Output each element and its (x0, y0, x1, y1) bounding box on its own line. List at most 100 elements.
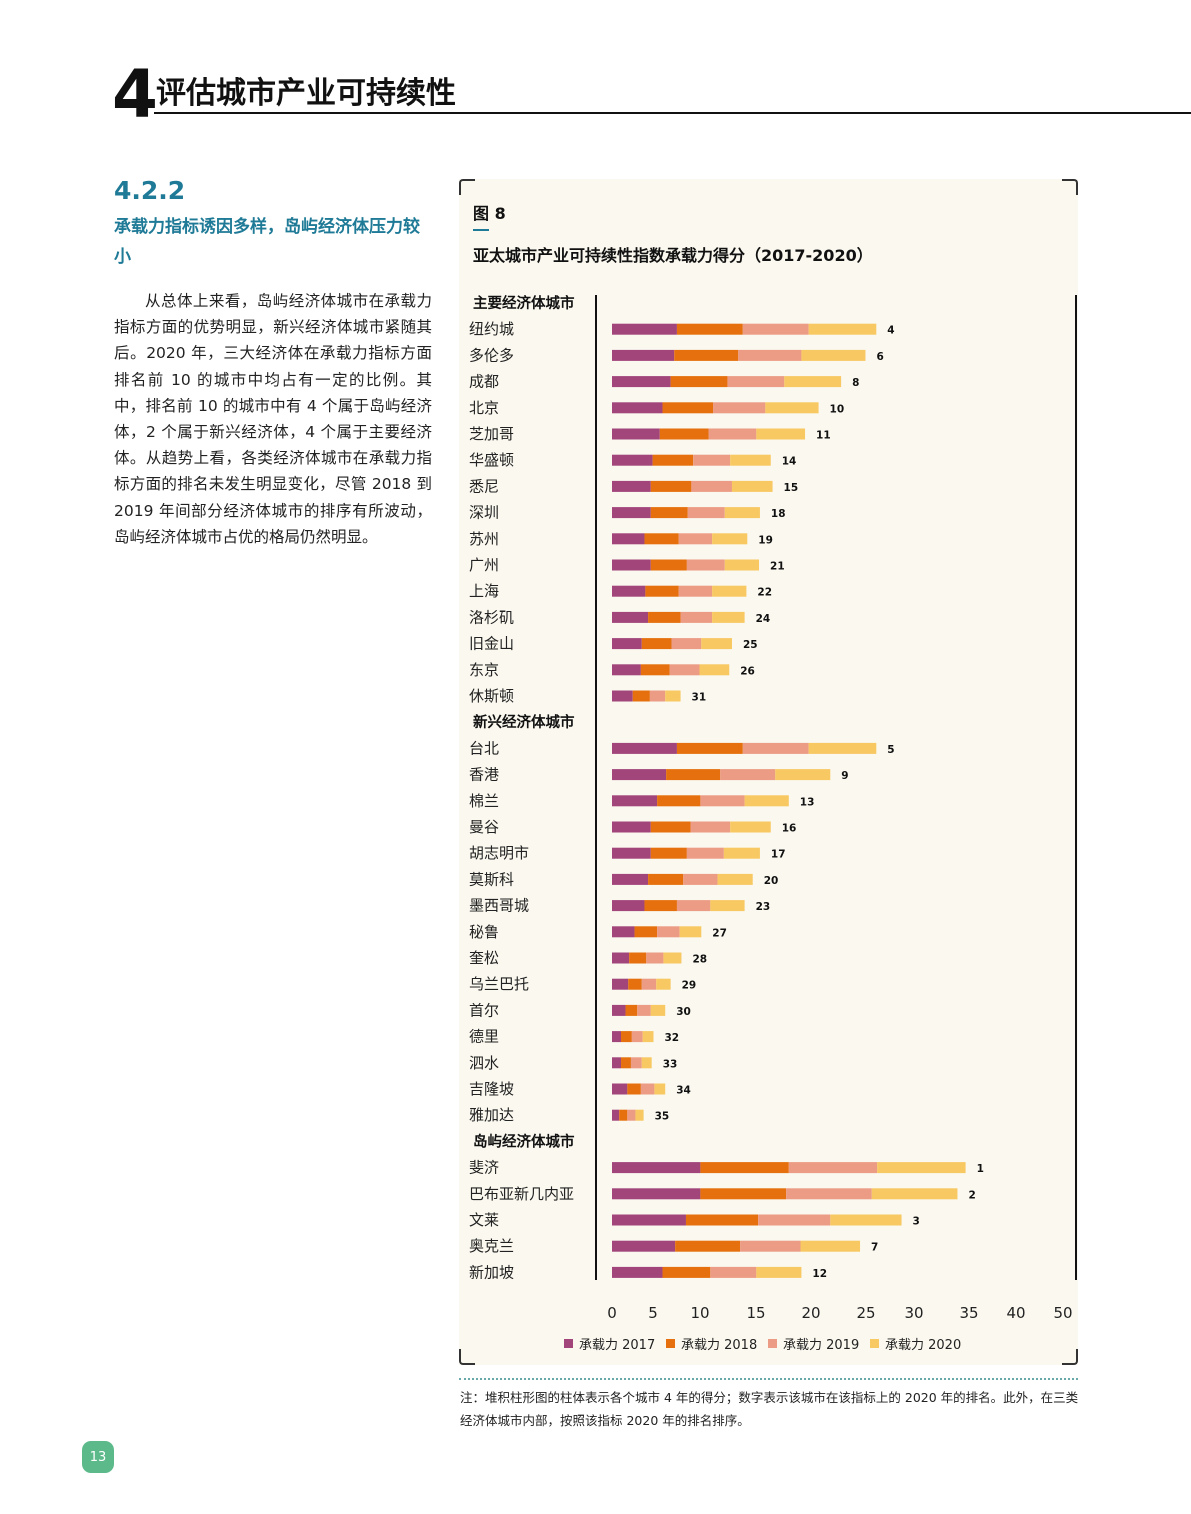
rank-label: 14 (782, 456, 797, 468)
bar-segment-2020 (635, 1109, 644, 1121)
bar-segment-2018 (627, 1083, 641, 1095)
bar-segment-2019 (786, 1188, 872, 1200)
bar-segment-2018 (644, 533, 679, 545)
bar-segment-2018 (621, 1031, 632, 1043)
bar-segment-2018 (662, 1266, 711, 1278)
bar-segment-2018 (619, 1109, 628, 1121)
x-tick-label: 30 (904, 1304, 923, 1322)
bar-segment-2020 (756, 428, 806, 440)
figure-label: 图 8 (473, 204, 506, 223)
bar-segment-2019 (708, 428, 757, 440)
bar-segment-2019 (686, 559, 725, 571)
bar-segment-2017 (612, 323, 677, 335)
frame-corner-top-right (1062, 179, 1078, 195)
bar-segment-2019 (686, 847, 724, 859)
bar-segment-2018 (644, 900, 677, 912)
x-tick-label: 15 (746, 1304, 765, 1322)
bar-segment-2019 (727, 376, 785, 388)
bar-segment-2019 (641, 978, 657, 990)
bar-segment-2020 (724, 559, 760, 571)
city-label: 广州 (469, 556, 499, 574)
bar-segment-2018 (625, 1004, 638, 1016)
bar-segment-2017 (612, 847, 651, 859)
bar-segment-2018 (700, 1162, 789, 1174)
rank-label: 27 (712, 927, 727, 939)
rank-label: 15 (784, 482, 799, 494)
city-label: 吉隆坡 (469, 1080, 514, 1098)
bar-segment-2018 (650, 821, 691, 833)
city-label: 东京 (469, 661, 499, 679)
legend-swatch-2018 (666, 1339, 675, 1348)
bar-segment-2018 (670, 376, 728, 388)
figure-title: 亚太城市产业可持续性指数承载力得分（2017-2020） (473, 246, 873, 265)
city-label: 雅加达 (469, 1106, 514, 1124)
city-label: 芝加哥 (469, 425, 514, 443)
rank-label: 29 (682, 980, 697, 992)
bar-segment-2018 (676, 323, 743, 335)
city-label: 奎松 (469, 949, 499, 967)
bar-segment-2020 (723, 847, 760, 859)
city-label: 曼谷 (469, 818, 499, 836)
rank-label: 22 (757, 587, 772, 599)
bar-segment-2018 (648, 611, 681, 623)
bar-segment-2019 (687, 507, 725, 519)
rank-label: 32 (664, 1032, 679, 1044)
rank-label: 31 (692, 692, 707, 704)
rank-label: 1 (977, 1163, 984, 1175)
bar-segment-2020 (871, 1188, 958, 1200)
legend-label: 承载力 2019 (783, 1338, 859, 1353)
legend-label: 承载力 2020 (885, 1338, 961, 1353)
city-label: 上海 (469, 582, 499, 600)
bar-segment-2018 (650, 847, 687, 859)
legend-swatch-2017 (564, 1339, 573, 1348)
bar-segment-2017 (612, 1162, 701, 1174)
city-label: 多伦多 (469, 346, 514, 364)
bar-segment-2018 (662, 402, 714, 414)
city-label: 首尔 (469, 1001, 499, 1019)
rank-label: 4 (887, 325, 894, 337)
bar-segment-2018 (675, 1240, 741, 1252)
bar-segment-2020 (756, 1266, 802, 1278)
bar-segment-2019 (693, 454, 731, 466)
bar-segment-2017 (612, 952, 630, 964)
rank-label: 17 (771, 849, 786, 861)
rank-label: 30 (676, 1006, 691, 1018)
bar-segment-2017 (612, 1083, 628, 1095)
rank-label: 8 (852, 377, 859, 389)
bar-segment-2017 (612, 978, 629, 990)
bar-segment-2020 (699, 664, 730, 676)
bar-segment-2018 (621, 1057, 631, 1069)
bar-segment-2018 (652, 454, 694, 466)
rank-label: 35 (655, 1111, 670, 1123)
rank-label: 11 (816, 430, 831, 442)
bar-segment-2017 (612, 1057, 622, 1069)
bar-segment-2019 (758, 1214, 831, 1226)
bar-segment-2018 (700, 1188, 787, 1200)
bar-segment-2017 (612, 611, 649, 623)
bar-segment-2019 (640, 1083, 655, 1095)
bar-segment-2020 (784, 376, 842, 388)
rank-label: 20 (764, 875, 779, 887)
bar-segment-2018 (648, 873, 684, 885)
city-label: 旧金山 (469, 635, 514, 653)
city-label: 墨西哥城 (469, 897, 529, 915)
bar-segment-2019 (720, 769, 776, 781)
legend-label: 承载力 2017 (579, 1338, 655, 1353)
x-tick-label: 40 (1006, 1304, 1025, 1322)
city-label: 纽约城 (469, 320, 514, 338)
rank-label: 13 (800, 796, 815, 808)
bar-segment-2020 (765, 402, 819, 414)
bar-segment-2020 (731, 480, 773, 492)
bar-segment-2017 (612, 1004, 626, 1016)
bar-segment-2017 (612, 769, 667, 781)
rank-label: 10 (830, 403, 845, 415)
city-label: 华盛顿 (469, 451, 514, 469)
bar-segment-2020 (830, 1214, 902, 1226)
bar-segment-2019 (678, 585, 713, 597)
figure-label-dash (473, 229, 489, 231)
bar-segment-2019 (637, 1004, 651, 1016)
rank-label: 2 (968, 1189, 975, 1201)
bar-segment-2018 (634, 926, 658, 938)
rank-label: 7 (871, 1242, 878, 1254)
